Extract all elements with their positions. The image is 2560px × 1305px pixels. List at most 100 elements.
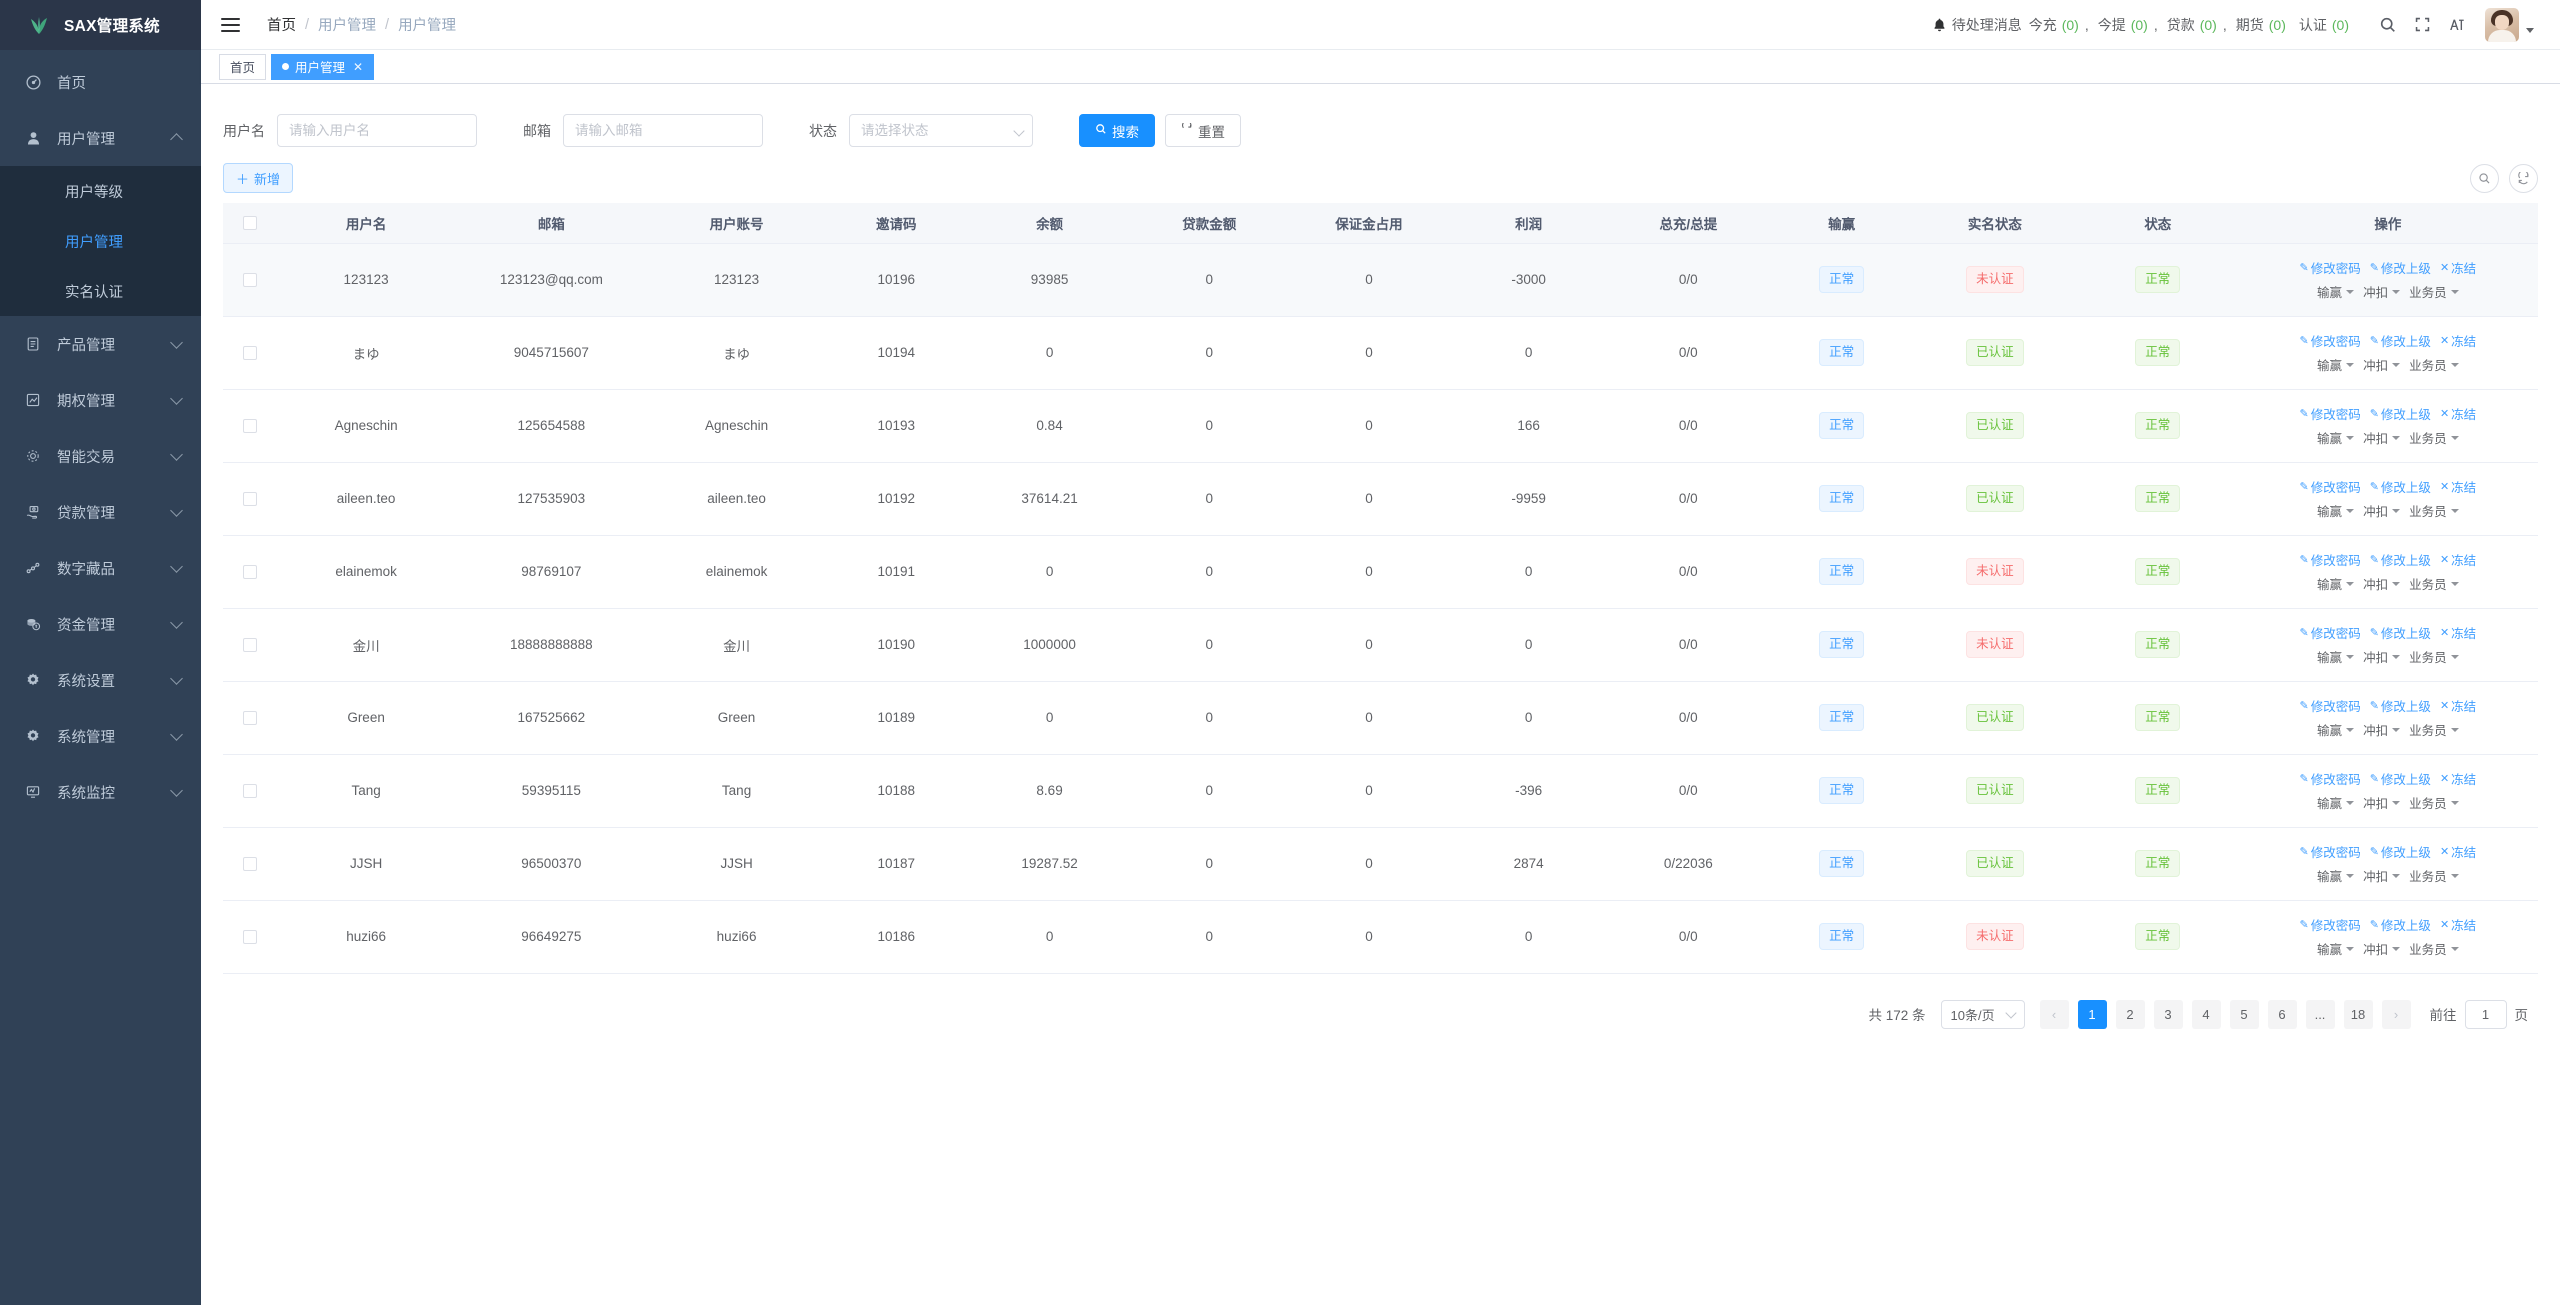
winlose-dropdown[interactable]: 输赢: [2317, 282, 2355, 301]
change-password-button[interactable]: ✎ 修改密码: [2299, 696, 2360, 715]
next-page-button[interactable]: ›: [2381, 999, 2411, 1029]
salesman-dropdown[interactable]: 业务员: [2409, 793, 2459, 812]
change-parent-button[interactable]: ✎ 修改上级: [2370, 550, 2431, 569]
row-checkbox[interactable]: [242, 492, 257, 507]
row-checkbox[interactable]: [242, 930, 257, 945]
prev-page-button[interactable]: ‹: [2039, 999, 2069, 1029]
salesman-dropdown[interactable]: 业务员: [2409, 282, 2459, 301]
refresh-icon[interactable]: [2509, 163, 2538, 193]
sidebar-item-user-management[interactable]: 用户管理: [0, 110, 201, 166]
salesman-dropdown[interactable]: 业务员: [2409, 501, 2459, 520]
sidebar-item-system-settings[interactable]: 系统设置: [0, 652, 201, 708]
freeze-button[interactable]: ✕ 冻结: [2440, 623, 2476, 642]
logo[interactable]: SAX管理系统: [0, 0, 201, 50]
deduct-dropdown[interactable]: 冲扣: [2363, 866, 2401, 885]
page-button-18[interactable]: 18: [2343, 999, 2373, 1029]
close-icon[interactable]: ✕: [353, 59, 364, 74]
sidebar-item-smart-trading[interactable]: 智能交易: [0, 428, 201, 484]
change-parent-button[interactable]: ✎ 修改上级: [2370, 404, 2431, 423]
deduct-dropdown[interactable]: 冲扣: [2363, 355, 2401, 374]
sidebar-item-system-management[interactable]: 系统管理: [0, 708, 201, 764]
freeze-button[interactable]: ✕ 冻结: [2440, 331, 2476, 350]
deduct-dropdown[interactable]: 冲扣: [2363, 428, 2401, 447]
breadcrumb-item-user-management[interactable]: 用户管理: [318, 18, 377, 34]
change-password-button[interactable]: ✎ 修改密码: [2299, 258, 2360, 277]
deduct-dropdown[interactable]: 冲扣: [2363, 647, 2401, 666]
change-parent-button[interactable]: ✎ 修改上级: [2370, 842, 2431, 861]
page-button-3[interactable]: 3: [2153, 999, 2183, 1029]
search-icon[interactable]: [2371, 8, 2405, 42]
deduct-dropdown[interactable]: 冲扣: [2363, 793, 2401, 812]
row-checkbox[interactable]: [242, 711, 257, 726]
freeze-button[interactable]: ✕ 冻结: [2440, 915, 2476, 934]
change-parent-button[interactable]: ✎ 修改上级: [2370, 769, 2431, 788]
change-password-button[interactable]: ✎ 修改密码: [2299, 842, 2360, 861]
freeze-button[interactable]: ✕ 冻结: [2440, 477, 2476, 496]
breadcrumb-item-home[interactable]: 首页: [267, 18, 296, 34]
freeze-button[interactable]: ✕ 冻结: [2440, 258, 2476, 277]
winlose-dropdown[interactable]: 输赢: [2317, 501, 2355, 520]
change-password-button[interactable]: ✎ 修改密码: [2299, 404, 2360, 423]
deduct-dropdown[interactable]: 冲扣: [2363, 574, 2401, 593]
change-password-button[interactable]: ✎ 修改密码: [2299, 623, 2360, 642]
avatar[interactable]: [2485, 7, 2534, 42]
sidebar-item-user-manage[interactable]: 用户管理: [0, 216, 201, 266]
deduct-dropdown[interactable]: 冲扣: [2363, 720, 2401, 739]
row-checkbox[interactable]: [242, 857, 257, 872]
winlose-dropdown[interactable]: 输赢: [2317, 647, 2355, 666]
select-all-checkbox[interactable]: [242, 216, 257, 231]
row-checkbox[interactable]: [242, 784, 257, 799]
sidebar-item-system-monitor[interactable]: 系统监控: [0, 764, 201, 820]
row-checkbox[interactable]: [242, 419, 257, 434]
winlose-dropdown[interactable]: 输赢: [2317, 355, 2355, 374]
sidebar-item-realname-auth[interactable]: 实名认证: [0, 266, 201, 316]
freeze-button[interactable]: ✕ 冻结: [2440, 550, 2476, 569]
change-parent-button[interactable]: ✎ 修改上级: [2370, 258, 2431, 277]
deduct-dropdown[interactable]: 冲扣: [2363, 939, 2401, 958]
tab-home[interactable]: 首页: [219, 53, 267, 80]
freeze-button[interactable]: ✕ 冻结: [2440, 696, 2476, 715]
change-password-button[interactable]: ✎ 修改密码: [2299, 915, 2360, 934]
status-select[interactable]: [849, 114, 1033, 147]
hamburger-icon[interactable]: [221, 13, 245, 37]
salesman-dropdown[interactable]: 业务员: [2409, 574, 2459, 593]
salesman-dropdown[interactable]: 业务员: [2409, 428, 2459, 447]
change-password-button[interactable]: ✎ 修改密码: [2299, 477, 2360, 496]
winlose-dropdown[interactable]: 输赢: [2317, 793, 2355, 812]
reset-button[interactable]: 重置: [1165, 114, 1241, 147]
change-password-button[interactable]: ✎ 修改密码: [2299, 550, 2360, 569]
change-parent-button[interactable]: ✎ 修改上级: [2370, 915, 2431, 934]
change-parent-button[interactable]: ✎ 修改上级: [2370, 477, 2431, 496]
sidebar-item-option-management[interactable]: 期权管理: [0, 372, 201, 428]
freeze-button[interactable]: ✕ 冻结: [2440, 404, 2476, 423]
search-input-username[interactable]: [277, 114, 477, 147]
deduct-dropdown[interactable]: 冲扣: [2363, 501, 2401, 520]
page-jump-input[interactable]: [2464, 999, 2507, 1029]
sidebar-item-product-management[interactable]: 产品管理: [0, 316, 201, 372]
row-checkbox[interactable]: [242, 346, 257, 361]
deduct-dropdown[interactable]: 冲扣: [2363, 282, 2401, 301]
page-button-2[interactable]: 2: [2115, 999, 2145, 1029]
sidebar-item-fund-management[interactable]: 资金管理: [0, 596, 201, 652]
salesman-dropdown[interactable]: 业务员: [2409, 866, 2459, 885]
salesman-dropdown[interactable]: 业务员: [2409, 355, 2459, 374]
winlose-dropdown[interactable]: 输赢: [2317, 428, 2355, 447]
winlose-dropdown[interactable]: 输赢: [2317, 866, 2355, 885]
page-button-1[interactable]: 1: [2077, 999, 2107, 1029]
page-button-6[interactable]: 6: [2267, 999, 2297, 1029]
change-password-button[interactable]: ✎ 修改密码: [2299, 769, 2360, 788]
change-password-button[interactable]: ✎ 修改密码: [2299, 331, 2360, 350]
freeze-button[interactable]: ✕ 冻结: [2440, 842, 2476, 861]
search-input-email[interactable]: [563, 114, 763, 147]
row-checkbox[interactable]: [242, 565, 257, 580]
salesman-dropdown[interactable]: 业务员: [2409, 720, 2459, 739]
search-button[interactable]: 搜索: [1079, 114, 1155, 147]
sidebar-item-home[interactable]: 首页: [0, 54, 201, 110]
page-size-select[interactable]: 10条/页: [1940, 999, 2025, 1029]
add-button[interactable]: ＋ 新增: [223, 163, 294, 193]
salesman-dropdown[interactable]: 业务员: [2409, 647, 2459, 666]
winlose-dropdown[interactable]: 输赢: [2317, 720, 2355, 739]
change-parent-button[interactable]: ✎ 修改上级: [2370, 623, 2431, 642]
status-select-input[interactable]: [849, 114, 1033, 147]
sidebar-item-user-level[interactable]: 用户等级: [0, 166, 201, 216]
